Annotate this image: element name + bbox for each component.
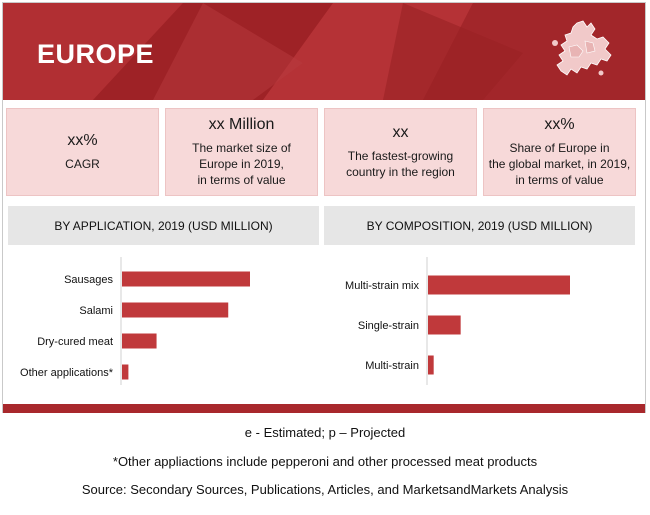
kpi-label: Share of Europe in the global market, in… bbox=[489, 140, 630, 188]
bottom-accent-bar bbox=[3, 404, 645, 413]
infographic-frame: EUROPE bbox=[2, 2, 646, 413]
category-label: Salami bbox=[79, 305, 113, 317]
kpi-label-line: CAGR bbox=[65, 157, 100, 171]
bar bbox=[428, 315, 461, 335]
composition-section-title: BY COMPOSITION, 2019 (USD MILLION) bbox=[324, 206, 635, 245]
category-label: Other applications* bbox=[20, 367, 114, 379]
bar bbox=[122, 271, 250, 287]
kpi-label-line: The market size of bbox=[192, 141, 291, 155]
bar bbox=[122, 364, 129, 380]
category-label: Multi-strain mix bbox=[345, 280, 419, 292]
kpi-label-line: country in the region bbox=[346, 165, 455, 179]
kpi-label: The market size of Europe in 2019, in te… bbox=[192, 140, 291, 188]
kpi-label-line: the global market, in 2019, bbox=[488, 157, 631, 171]
application-bar-chart: Sausages Salami Dry-cured meat Other applic… bbox=[20, 257, 250, 385]
category-label: Sausages bbox=[64, 274, 113, 286]
bar bbox=[428, 355, 434, 375]
kpi-label: CAGR bbox=[65, 156, 100, 172]
region-title: EUROPE bbox=[37, 39, 155, 69]
kpi-value: xx bbox=[392, 124, 409, 141]
footnote-other-applications: *Other appliactions include pepperoni an… bbox=[112, 454, 538, 469]
kpi-label: The fastest-growing country in the regio… bbox=[346, 148, 455, 180]
kpi-fastest-growing: xx The fastest-growing country in the re… bbox=[324, 108, 477, 196]
bar bbox=[122, 302, 229, 318]
bar bbox=[428, 275, 570, 295]
kpi-global-share: xx% Share of Europe in the global market… bbox=[483, 108, 636, 196]
footnote-estimated: e - Estimated; p – Projected bbox=[244, 425, 406, 440]
category-label: Dry-cured meat bbox=[37, 336, 113, 348]
kpi-value: xx% bbox=[544, 116, 575, 133]
kpi-row: xx% CAGR xx Million The market size of E… bbox=[6, 108, 636, 196]
category-label: Multi-strain bbox=[365, 360, 419, 372]
footnote-source: Source: Secondary Sources, Publications,… bbox=[81, 482, 569, 497]
kpi-market-size: xx Million The market size of Europe in … bbox=[165, 108, 318, 196]
kpi-label-line: in terms of value bbox=[197, 173, 286, 187]
kpi-cagr: xx% CAGR bbox=[6, 108, 159, 196]
bar bbox=[122, 333, 157, 349]
europe-map-icon bbox=[552, 20, 612, 76]
application-section-title: BY APPLICATION, 2019 (USD MILLION) bbox=[8, 206, 319, 245]
kpi-label-line: Share of Europe in bbox=[509, 141, 610, 155]
category-label: Single-strain bbox=[358, 320, 419, 332]
header-banner: EUROPE bbox=[3, 3, 645, 100]
kpi-label-line: The fastest-growing bbox=[347, 149, 454, 163]
kpi-value: xx% bbox=[67, 132, 98, 149]
kpi-value: xx Million bbox=[208, 116, 275, 133]
kpi-label-line: Europe in 2019, bbox=[199, 157, 284, 171]
composition-bar-chart: Multi-strain mix Single-strain Multi-strai… bbox=[345, 257, 570, 385]
kpi-label-line: in terms of value bbox=[515, 173, 604, 187]
